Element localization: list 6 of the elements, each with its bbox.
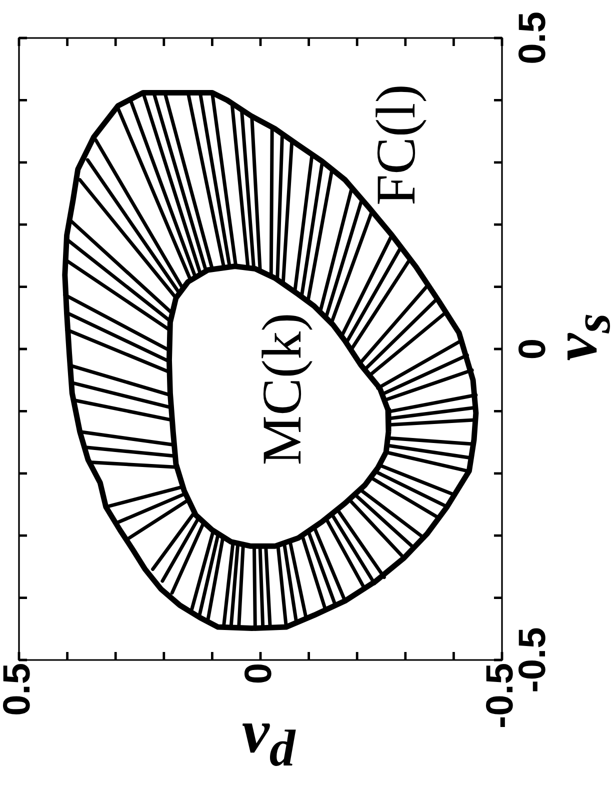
x-tick-label: 0.5	[0, 663, 38, 716]
annotation: FC(l)	[366, 84, 428, 206]
x-tick-label: 0	[238, 663, 280, 684]
annotation: MC(k)	[252, 312, 314, 466]
y-tick-label: 0.5	[512, 12, 554, 64]
x-axis-title: v$_{d}$	[242, 698, 296, 778]
